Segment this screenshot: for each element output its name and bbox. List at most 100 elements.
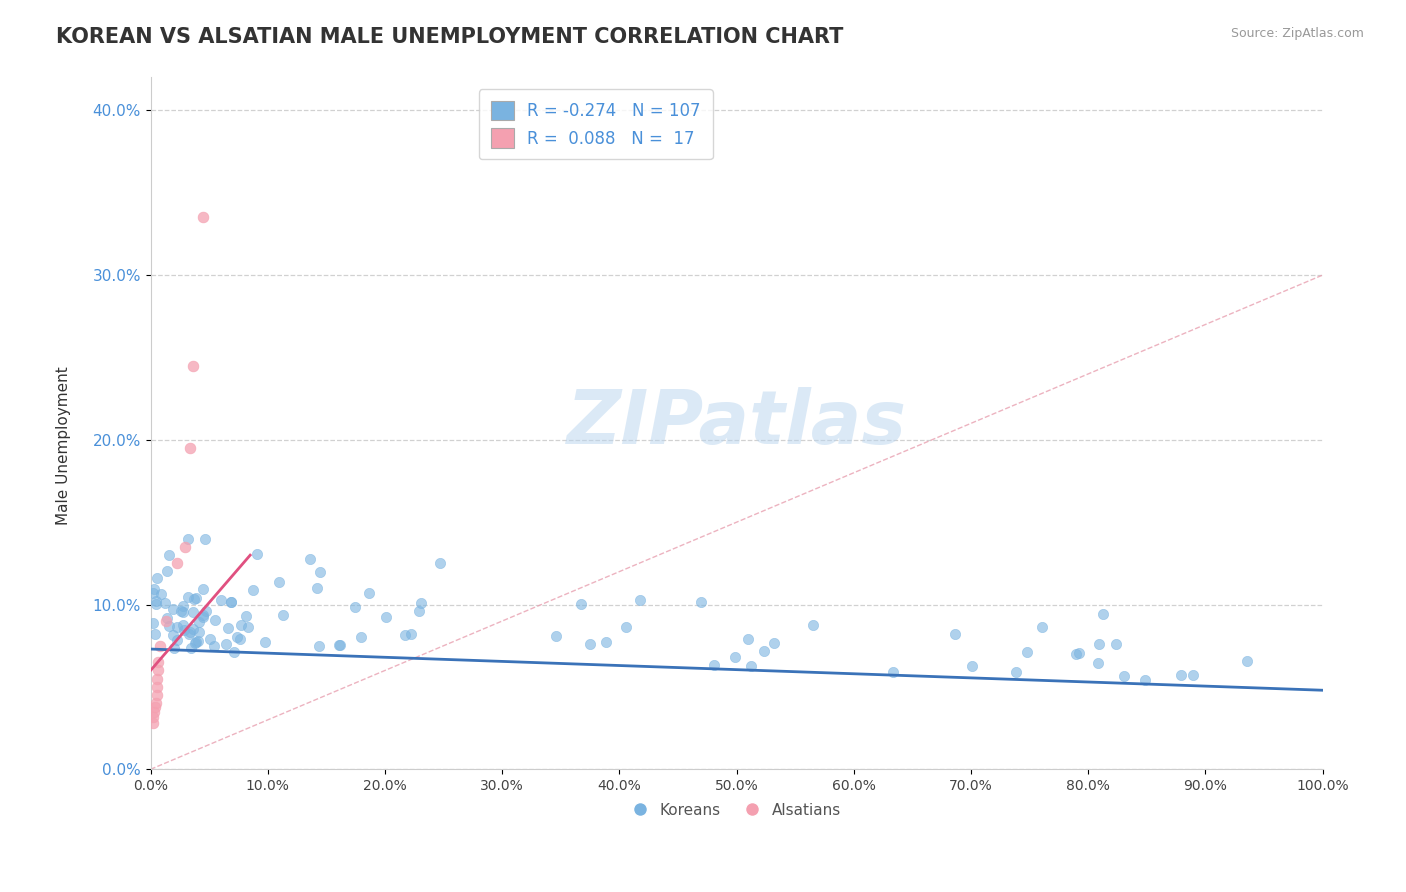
Point — [595, 635, 617, 649]
Point — [242, 582, 264, 597]
Point — [157, 548, 180, 562]
Point — [143, 705, 166, 719]
Point — [142, 586, 165, 600]
Point — [408, 604, 430, 618]
Point — [166, 557, 188, 571]
Point — [1170, 668, 1192, 682]
Point — [172, 605, 194, 619]
Legend: Koreans, Alsatians: Koreans, Alsatians — [626, 797, 846, 824]
Point — [1017, 645, 1039, 659]
Point — [156, 564, 179, 578]
Point — [1114, 669, 1136, 683]
Point — [193, 211, 215, 225]
Point — [578, 637, 600, 651]
Point — [145, 688, 167, 702]
Point — [737, 632, 759, 646]
Point — [148, 664, 170, 678]
Point — [1091, 607, 1114, 621]
Point — [191, 608, 214, 623]
Point — [202, 639, 225, 653]
Point — [146, 680, 169, 694]
Point — [194, 532, 217, 546]
Point — [146, 571, 169, 585]
Text: KOREAN VS ALSATIAN MALE UNEMPLOYMENT CORRELATION CHART: KOREAN VS ALSATIAN MALE UNEMPLOYMENT COR… — [56, 27, 844, 46]
Point — [1088, 637, 1111, 651]
Point — [1135, 673, 1157, 688]
Point — [145, 593, 167, 607]
Point — [1031, 620, 1053, 634]
Text: Source: ZipAtlas.com: Source: ZipAtlas.com — [1230, 27, 1364, 40]
Point — [226, 630, 249, 644]
Point — [204, 613, 226, 627]
Point — [143, 582, 166, 596]
Point — [546, 629, 568, 643]
Point — [172, 618, 194, 632]
Point — [703, 657, 725, 672]
Point — [200, 632, 222, 646]
Point — [882, 665, 904, 679]
Point — [174, 540, 197, 554]
Point — [143, 626, 166, 640]
Point — [191, 582, 214, 596]
Point — [155, 614, 177, 628]
Point — [221, 595, 243, 609]
Point — [146, 672, 169, 686]
Point — [752, 644, 775, 658]
Point — [350, 630, 373, 644]
Point — [173, 624, 195, 638]
Point — [308, 565, 330, 579]
Point — [329, 638, 352, 652]
Point — [960, 659, 983, 673]
Point — [943, 627, 966, 641]
Point — [184, 636, 207, 650]
Text: Male Unemployment: Male Unemployment — [56, 367, 70, 525]
Point — [1087, 656, 1109, 670]
Point — [179, 441, 201, 455]
Point — [308, 639, 330, 653]
Point — [1069, 647, 1091, 661]
Point — [145, 597, 167, 611]
Point — [188, 615, 211, 629]
Point — [162, 628, 184, 642]
Point — [224, 645, 246, 659]
Point — [166, 620, 188, 634]
Point — [157, 619, 180, 633]
Point — [142, 716, 165, 731]
Point — [143, 699, 166, 714]
Point — [740, 659, 762, 673]
Point — [172, 599, 194, 614]
Point — [763, 636, 786, 650]
Point — [179, 625, 201, 640]
Point — [1182, 668, 1205, 682]
Point — [689, 595, 711, 609]
Point — [181, 359, 204, 373]
Point — [429, 556, 451, 570]
Point — [1005, 665, 1028, 679]
Point — [724, 649, 747, 664]
Point — [343, 599, 366, 614]
Point — [299, 552, 322, 566]
Point — [1236, 654, 1258, 668]
Point — [170, 604, 193, 618]
Point — [145, 697, 167, 711]
Point — [177, 532, 200, 546]
Point — [328, 638, 350, 652]
Point — [235, 609, 257, 624]
Point — [219, 595, 242, 609]
Text: ZIPatlas: ZIPatlas — [567, 387, 907, 460]
Point — [188, 624, 211, 639]
Point — [142, 616, 165, 631]
Point — [156, 610, 179, 624]
Point — [191, 610, 214, 624]
Point — [801, 618, 824, 632]
Point — [215, 636, 238, 650]
Point — [411, 596, 433, 610]
Point — [375, 610, 398, 624]
Point — [271, 607, 294, 622]
Point — [177, 590, 200, 604]
Point — [183, 591, 205, 606]
Point — [149, 586, 172, 600]
Point — [181, 622, 204, 636]
Point — [180, 640, 202, 655]
Point — [614, 620, 637, 634]
